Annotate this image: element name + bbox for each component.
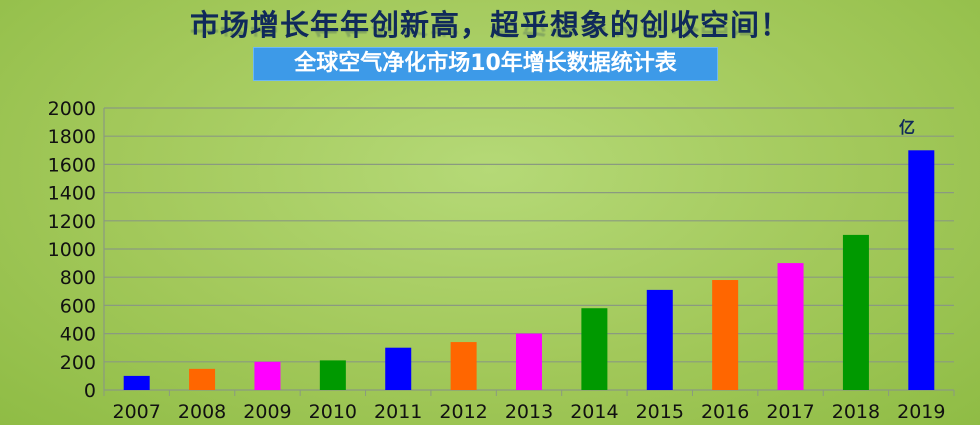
bar-2011	[385, 347, 412, 390]
x-tick-label: 2015	[636, 401, 684, 423]
x-tick-label: 2019	[897, 401, 945, 423]
x-tick-label: 2016	[701, 401, 749, 423]
x-tick-label: 2018	[832, 401, 880, 423]
unit-label: 亿	[899, 118, 916, 137]
x-tick-label: 2017	[766, 401, 814, 423]
bar-2014	[581, 308, 608, 390]
bar-2018	[842, 234, 869, 390]
y-tick-label: 2000	[48, 98, 96, 120]
bar-2007	[123, 375, 150, 390]
bar-2012	[450, 342, 477, 390]
y-tick-label: 1600	[48, 154, 96, 176]
x-tick-label: 2014	[570, 401, 618, 423]
y-tick-label: 0	[84, 380, 96, 402]
x-tick-label: 2007	[113, 401, 161, 423]
y-tick-label: 800	[60, 267, 96, 289]
x-tick-label: 2009	[243, 401, 291, 423]
bar-2013	[516, 333, 542, 390]
bar-2015	[646, 289, 673, 390]
y-tick-label: 1200	[48, 211, 96, 233]
bar-2017	[777, 263, 804, 390]
bar-2010	[319, 360, 346, 390]
bar-2008	[189, 368, 216, 390]
bar-2016	[712, 280, 739, 390]
x-tick-label: 2012	[439, 401, 487, 423]
bar-2019	[908, 150, 935, 390]
y-tick-label: 600	[60, 295, 96, 317]
y-tick-label: 1800	[48, 126, 96, 148]
x-tick-label: 2013	[505, 401, 553, 423]
x-tick-label: 2011	[374, 401, 422, 423]
page-title: 市场增长年年创新高，超乎想象的创收空间！	[189, 8, 790, 42]
y-tick-label: 400	[60, 324, 96, 346]
chart-subtitle-banner: 全球空气净化市场10年增长数据统计表	[253, 47, 718, 81]
y-tick-label: 1400	[48, 183, 96, 205]
x-tick-label: 2008	[178, 401, 226, 423]
y-tick-label: 1000	[48, 239, 96, 261]
bar-2009	[254, 361, 281, 390]
y-tick-label: 200	[60, 352, 96, 374]
x-tick-label: 2010	[309, 401, 357, 423]
